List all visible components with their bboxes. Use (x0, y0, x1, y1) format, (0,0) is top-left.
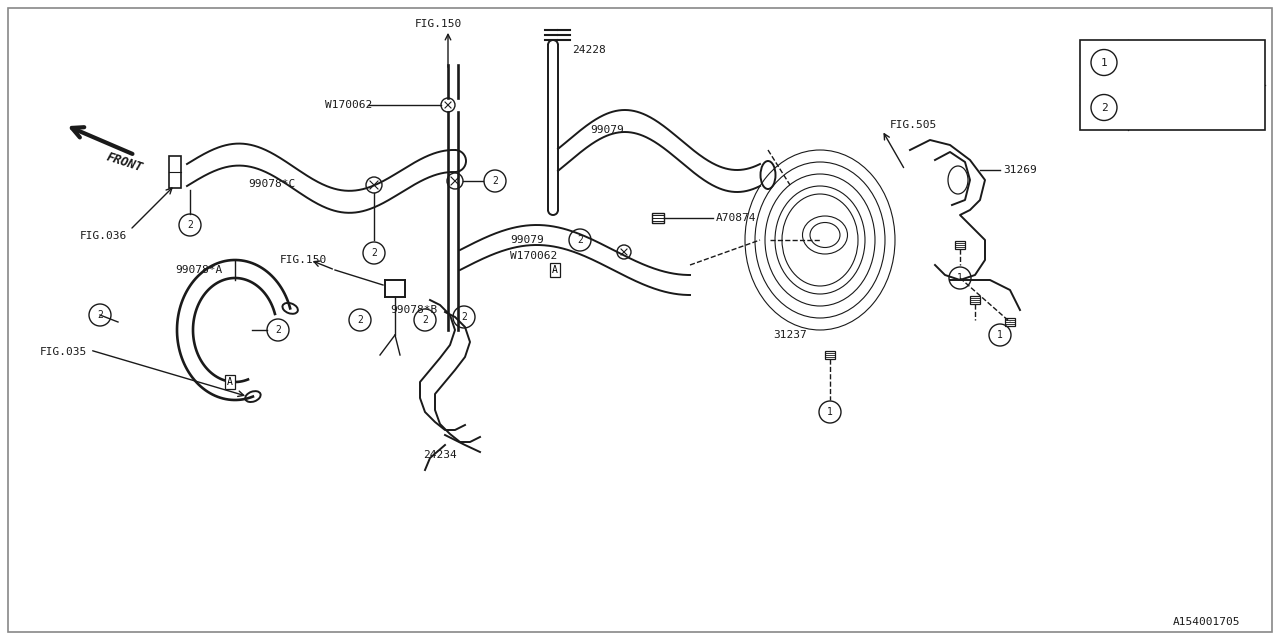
Text: FIG.036: FIG.036 (81, 231, 127, 241)
Text: 1: 1 (827, 407, 833, 417)
Text: FIG.035: FIG.035 (40, 347, 87, 357)
Bar (826, 351, 835, 359)
Text: A: A (552, 265, 558, 275)
Text: 99079: 99079 (509, 235, 544, 245)
Text: FIG.505: FIG.505 (890, 120, 937, 130)
Text: 2: 2 (577, 235, 582, 245)
Bar (955, 241, 965, 249)
Text: A70874: A70874 (716, 213, 756, 223)
Bar (169, 156, 180, 188)
Text: A: A (227, 377, 233, 387)
Text: 2: 2 (187, 220, 193, 230)
Text: 99078*B: 99078*B (390, 305, 438, 315)
Bar (1080, 40, 1265, 130)
Bar (652, 213, 664, 223)
Text: 24234: 24234 (424, 450, 457, 460)
Text: 99079: 99079 (590, 125, 623, 135)
Text: 2: 2 (461, 312, 467, 322)
Text: 24228: 24228 (572, 45, 605, 55)
Text: A154001705: A154001705 (1172, 617, 1240, 627)
Text: 2: 2 (422, 315, 428, 325)
Text: 1: 1 (957, 273, 963, 283)
Text: 1: 1 (997, 330, 1004, 340)
Text: 2: 2 (492, 176, 498, 186)
Bar (1005, 318, 1015, 326)
Bar (970, 296, 980, 304)
Text: FIG.150: FIG.150 (415, 19, 462, 29)
Text: W170062: W170062 (509, 251, 557, 261)
Text: 2: 2 (371, 248, 376, 258)
Text: FRONT: FRONT (105, 150, 145, 174)
Text: 1: 1 (1101, 58, 1107, 67)
Text: 99078*A: 99078*A (175, 265, 223, 275)
Text: 2: 2 (97, 310, 102, 320)
Text: F91916: F91916 (1137, 101, 1181, 114)
Text: 2: 2 (357, 315, 364, 325)
Text: 2: 2 (275, 325, 280, 335)
Text: 2: 2 (1101, 102, 1107, 113)
Text: 31269: 31269 (1004, 165, 1037, 175)
Text: 31237: 31237 (773, 330, 806, 340)
Text: A70839: A70839 (1137, 56, 1181, 69)
Text: W170062: W170062 (325, 100, 372, 110)
Text: 99078*C: 99078*C (248, 179, 296, 189)
Text: FIG.150: FIG.150 (280, 255, 328, 265)
